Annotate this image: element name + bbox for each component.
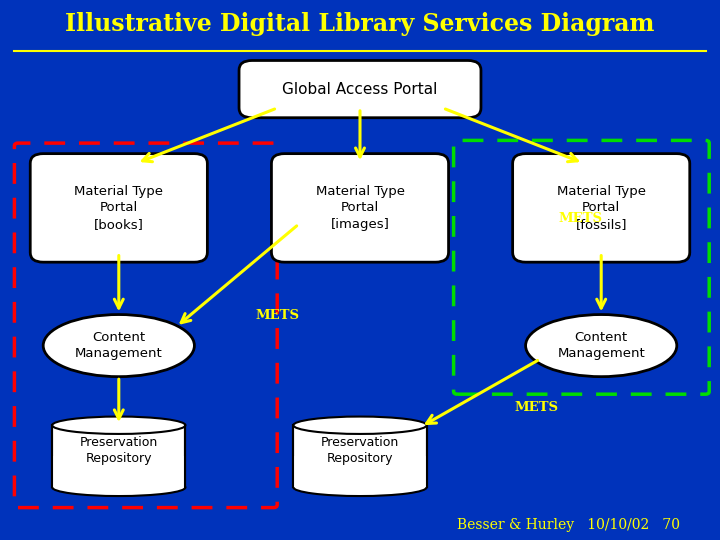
Ellipse shape: [526, 314, 677, 377]
FancyBboxPatch shape: [294, 426, 426, 487]
Ellipse shape: [53, 478, 186, 496]
FancyBboxPatch shape: [53, 456, 186, 487]
FancyBboxPatch shape: [271, 153, 449, 262]
FancyBboxPatch shape: [239, 60, 481, 118]
Text: Besser & Hurley   10/10/02   70: Besser & Hurley 10/10/02 70: [457, 518, 680, 532]
Text: METS: METS: [515, 401, 559, 414]
FancyBboxPatch shape: [294, 456, 426, 487]
Ellipse shape: [294, 478, 426, 496]
Ellipse shape: [53, 416, 186, 434]
Ellipse shape: [294, 416, 426, 434]
Text: Content
Management: Content Management: [75, 331, 163, 360]
Text: Illustrative Digital Library Services Diagram: Illustrative Digital Library Services Di…: [66, 12, 654, 36]
FancyBboxPatch shape: [30, 153, 207, 262]
Ellipse shape: [43, 314, 194, 377]
Text: Material Type
Portal
[fossils]: Material Type Portal [fossils]: [557, 185, 646, 231]
Text: Material Type
Portal
[books]: Material Type Portal [books]: [74, 185, 163, 231]
Text: Content
Management: Content Management: [557, 331, 645, 360]
Text: Global Access Portal: Global Access Portal: [282, 82, 438, 97]
Text: METS: METS: [558, 212, 602, 225]
FancyBboxPatch shape: [53, 426, 186, 487]
Text: Preservation
Repository: Preservation Repository: [80, 436, 158, 465]
Text: Preservation
Repository: Preservation Repository: [321, 436, 399, 465]
Text: Material Type
Portal
[images]: Material Type Portal [images]: [315, 185, 405, 231]
FancyBboxPatch shape: [513, 153, 690, 262]
Text: METS: METS: [256, 309, 300, 322]
